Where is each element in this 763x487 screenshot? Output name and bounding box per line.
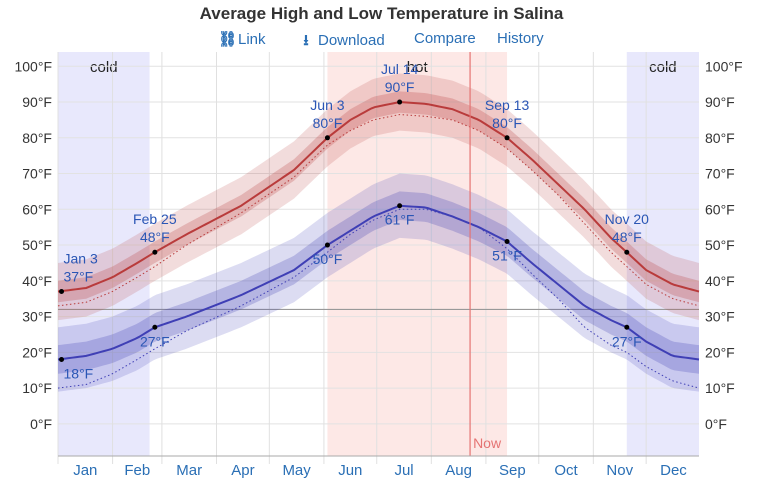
annotation-point-low xyxy=(504,238,510,244)
month-label-jan: Jan xyxy=(73,462,97,479)
month-label-may: May xyxy=(282,462,311,479)
y-tick-label-left: 90°F xyxy=(22,94,52,110)
month-label-oct: Oct xyxy=(554,462,578,479)
link-button[interactable]: ⛓Link xyxy=(218,30,266,48)
band-outer-low xyxy=(58,173,699,392)
annotation-point-low xyxy=(397,203,403,209)
annotation-temp-label: 61°F xyxy=(385,212,415,228)
annotation-temp-label: 27°F xyxy=(140,333,170,349)
annotation-point-low xyxy=(324,242,330,248)
y-tick-label-left: 60°F xyxy=(22,201,52,217)
annotation-temp-label: 37°F xyxy=(64,269,94,285)
annotation-point-high xyxy=(624,249,630,255)
y-tick-label-left: 70°F xyxy=(22,166,52,182)
download-label: Download xyxy=(318,32,385,49)
toolbar: ⛓Link ⭳ Download Compare History xyxy=(0,30,763,50)
month-label-aug: Aug xyxy=(445,462,472,479)
y-tick-label-right: 10°F xyxy=(705,380,735,396)
annotation-date-label: Jul 14 xyxy=(381,61,419,77)
month-label-sep: Sep xyxy=(499,462,526,479)
y-tick-label-left: 80°F xyxy=(22,130,52,146)
annotation-point-high xyxy=(324,135,330,141)
annotation-temp-label: 18°F xyxy=(64,365,94,381)
y-tick-label-left: 10°F xyxy=(22,380,52,396)
annotation-point-high xyxy=(504,135,510,141)
season-band-cold-0 xyxy=(58,52,150,456)
y-tick-label-left: 0°F xyxy=(30,416,52,432)
line-average-high xyxy=(57,101,700,293)
now-marker-label: Now xyxy=(473,435,502,451)
annotation-point-high xyxy=(152,249,158,255)
annotation-temp-label: 48°F xyxy=(140,229,170,245)
band-inner-low xyxy=(58,191,699,374)
y-tick-label-right: 0°F xyxy=(705,416,727,432)
annotation-date-label: Jan 3 xyxy=(64,251,98,267)
y-tick-label-left: 20°F xyxy=(22,344,52,360)
month-label-mar: Mar xyxy=(176,462,202,479)
y-tick-label-left: 40°F xyxy=(22,273,52,289)
y-tick-label-right: 40°F xyxy=(705,273,735,289)
link-label: Link xyxy=(238,31,266,48)
annotation-point-low xyxy=(59,356,65,362)
annotation-point-low xyxy=(624,324,630,330)
y-tick-label-right: 60°F xyxy=(705,201,735,217)
compare-link[interactable]: Compare xyxy=(414,30,476,47)
month-label-apr: Apr xyxy=(231,462,254,479)
y-tick-label-right: 80°F xyxy=(705,130,735,146)
annotation-temp-label: 90°F xyxy=(385,79,415,95)
dotted-line-low xyxy=(57,208,700,389)
season-band-cold-2 xyxy=(626,52,699,456)
y-tick-label-right: 70°F xyxy=(705,166,735,182)
month-label-nov: Nov xyxy=(606,462,633,479)
annotation-date-label: Feb 25 xyxy=(133,211,177,227)
y-tick-label-left: 100°F xyxy=(14,58,52,74)
y-tick-label-right: 90°F xyxy=(705,94,735,110)
annotation-date-label: Jun 3 xyxy=(310,97,344,113)
annotation-temp-label: 27°F xyxy=(612,333,642,349)
link-icon: ⛓ xyxy=(218,31,238,48)
month-label-jul: Jul xyxy=(394,462,413,479)
line-average-low xyxy=(57,204,700,361)
annotation-temp-label: 50°F xyxy=(313,251,343,267)
annotation-temp-label: 80°F xyxy=(492,115,522,131)
y-tick-label-right: 100°F xyxy=(705,58,743,74)
annotation-temp-label: 51°F xyxy=(492,247,522,263)
month-label-dec: Dec xyxy=(660,462,687,479)
season-label-hot: hot xyxy=(407,59,429,76)
y-tick-label-left: 50°F xyxy=(22,237,52,253)
y-tick-label-left: 30°F xyxy=(22,309,52,325)
history-link[interactable]: History xyxy=(497,30,544,47)
annotation-date-label: Sep 13 xyxy=(485,97,530,113)
y-tick-label-right: 30°F xyxy=(705,309,735,325)
download-icon: ⭳ xyxy=(303,32,309,49)
annotation-point-high xyxy=(59,289,65,295)
annotation-temp-label: 80°F xyxy=(313,115,343,131)
download-button[interactable]: ⭳ Download xyxy=(298,30,385,55)
month-label-feb: Feb xyxy=(124,462,150,479)
month-label-jun: Jun xyxy=(338,462,362,479)
annotation-date-label: Nov 20 xyxy=(605,211,650,227)
annotation-point-low xyxy=(152,324,158,330)
y-tick-label-right: 20°F xyxy=(705,344,735,360)
y-tick-label-right: 50°F xyxy=(705,237,735,253)
annotation-temp-label: 48°F xyxy=(612,229,642,245)
season-label-cold: cold xyxy=(90,59,118,76)
annotation-point-high xyxy=(397,99,403,105)
season-label-cold: cold xyxy=(649,59,677,76)
chart-title: Average High and Low Temperature in Sali… xyxy=(199,4,564,23)
